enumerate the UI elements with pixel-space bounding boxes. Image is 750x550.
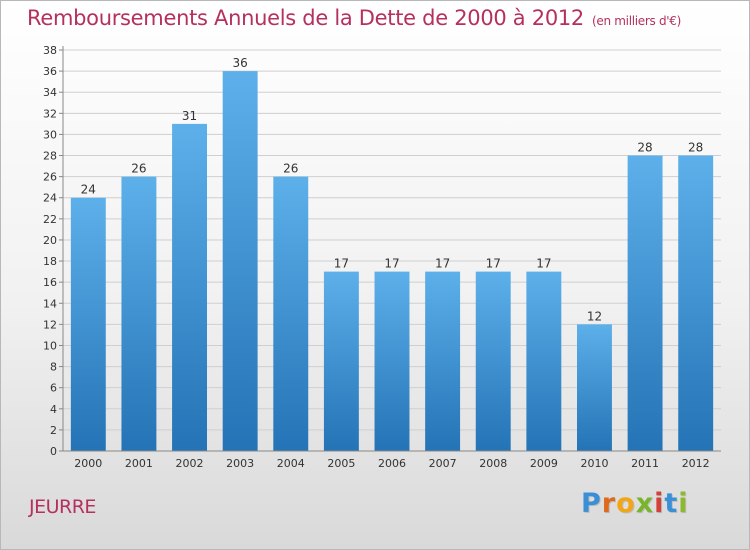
bar-2011 — [627, 155, 663, 452]
x-tick-label: 2010 — [580, 457, 608, 470]
y-tick-label: 4 — [50, 403, 57, 416]
bar-2003 — [222, 71, 258, 452]
bar-2000 — [70, 197, 106, 451]
y-tick-label: 2 — [50, 424, 57, 437]
bar-2010 — [576, 324, 612, 451]
data-label: 17 — [536, 257, 551, 271]
data-label: 26 — [283, 162, 298, 176]
data-label: 17 — [334, 257, 349, 271]
x-tick-label: 2007 — [429, 457, 457, 470]
y-tick-label: 16 — [43, 276, 57, 289]
y-tick-label: 24 — [43, 192, 57, 205]
bar-2007 — [425, 271, 461, 451]
x-tick-label: 2006 — [378, 457, 406, 470]
data-label: 24 — [81, 183, 96, 197]
bar-2004 — [273, 176, 309, 451]
title-text: Remboursements Annuels de la Dette de 20… — [27, 6, 584, 30]
bars — [70, 71, 714, 452]
x-tick-label: 2011 — [631, 457, 659, 470]
y-tick-label: 12 — [43, 318, 57, 331]
location-name: JEURRE — [29, 496, 96, 518]
bar-2008 — [475, 271, 511, 451]
y-tick-label: 0 — [50, 445, 57, 458]
bar-chart: 0246810121416182022242628303234363824200… — [43, 44, 721, 470]
labels: 0246810121416182022242628303234363824200… — [43, 44, 710, 470]
y-tick-label: 34 — [43, 86, 57, 99]
chart-subtitle: (en milliers d'€) — [592, 14, 682, 28]
y-tick-label: 32 — [43, 107, 57, 120]
x-tick-label: 2009 — [530, 457, 558, 470]
x-tick-label: 2000 — [74, 457, 102, 470]
x-tick-label: 2008 — [479, 457, 507, 470]
data-label: 17 — [486, 257, 501, 271]
y-tick-label: 8 — [50, 361, 57, 374]
axes — [59, 46, 721, 452]
y-tick-label: 26 — [43, 171, 57, 184]
bar-2009 — [526, 271, 562, 451]
y-tick-label: 38 — [43, 44, 57, 57]
data-label: 17 — [435, 257, 450, 271]
y-tick-label: 30 — [43, 128, 57, 141]
y-tick-label: 22 — [43, 213, 57, 226]
x-tick-label: 2005 — [327, 457, 355, 470]
bar-2012 — [678, 155, 714, 452]
y-tick-label: 14 — [43, 297, 57, 310]
y-tick-label: 10 — [43, 339, 57, 352]
bar-2005 — [323, 271, 359, 451]
x-tick-label: 2003 — [226, 457, 254, 470]
data-label: 28 — [637, 141, 652, 155]
y-tick-label: 18 — [43, 255, 57, 268]
x-tick-label: 2012 — [682, 457, 710, 470]
data-label: 28 — [688, 141, 703, 155]
data-label: 26 — [131, 162, 146, 176]
bar-2001 — [121, 176, 157, 451]
x-tick-label: 2001 — [125, 457, 153, 470]
y-tick-label: 6 — [50, 382, 57, 395]
data-label: 12 — [587, 309, 602, 323]
data-label: 36 — [233, 56, 248, 70]
y-tick-label: 36 — [43, 65, 57, 78]
y-tick-label: 20 — [43, 234, 57, 247]
x-tick-label: 2002 — [176, 457, 204, 470]
data-label: 31 — [182, 109, 197, 123]
proxiti-logo: Proxiti — [581, 488, 689, 519]
y-tick-label: 28 — [43, 150, 57, 163]
bar-2006 — [374, 271, 410, 451]
bar-2002 — [172, 123, 208, 452]
chart-title: Remboursements Annuels de la Dette de 20… — [27, 6, 681, 30]
x-tick-label: 2004 — [277, 457, 305, 470]
data-label: 17 — [384, 257, 399, 271]
